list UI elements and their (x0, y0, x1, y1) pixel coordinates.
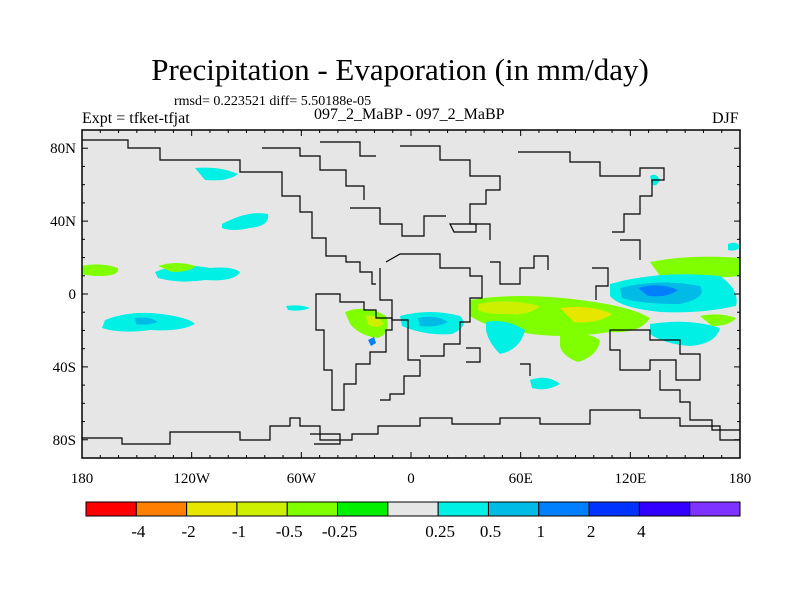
experiment-label: Expt = tfket-tfjat (82, 110, 190, 127)
coastlines (82, 139, 740, 445)
chart-title: Precipitation - Evaporation (in mm/day) (151, 52, 649, 87)
field-africa-blue (418, 316, 448, 327)
colorbar-label: -4 (131, 522, 146, 541)
colorbar-label: -0.25 (322, 522, 357, 541)
colorbar-label: -2 (182, 522, 196, 541)
stats-subtitle: rmsd= 0.223521 diff= 5.50188e-05 (174, 94, 372, 109)
colorbar-label: 0.5 (480, 522, 501, 541)
field-south-america-green (345, 308, 388, 338)
field-indian-yellow (478, 301, 540, 315)
colorbar-swatch (588, 501, 640, 517)
y-tick-label: 40N (50, 214, 76, 230)
x-tick-label: 60W (287, 471, 317, 487)
y-tick-label: 80N (50, 141, 76, 157)
colorbar-swatch (387, 501, 439, 517)
colorbar-swatch (85, 501, 137, 517)
field-indian-south-green (560, 333, 600, 362)
field-wpac-green (650, 256, 740, 278)
field-indian-yellow2 (560, 306, 612, 323)
field-east-cyan (728, 242, 740, 251)
field-south-america-yellow (366, 315, 384, 327)
x-tick-label: 180 (729, 471, 752, 487)
colorbar-swatch (487, 501, 540, 517)
y-tick-label: 40S (53, 360, 76, 376)
colorbar-swatch (689, 501, 741, 517)
field-north-pacific-cyan (222, 213, 269, 230)
colorbar-swatch (135, 501, 188, 517)
axis-ticks (81, 129, 741, 459)
colorbar-label: -0.5 (276, 522, 303, 541)
colorbar-swatch (186, 501, 238, 517)
colorbar-swatch (236, 501, 288, 517)
field-pacific-north-green (82, 264, 119, 276)
colorbar-swatch (538, 501, 590, 517)
colorbar-swatch (286, 501, 339, 517)
colorbar-label: 4 (637, 522, 646, 541)
x-tick-label: 60E (509, 471, 533, 487)
field-indian-cyan2 (530, 377, 560, 390)
field-wpac-blue (638, 285, 678, 297)
colorbar-swatch (337, 501, 389, 517)
x-tick-label: 120E (614, 471, 646, 487)
colorbar-swatch (638, 501, 691, 517)
colorbar: -4 -2 -1 -0.5 -0.25 0.25 0.5 1 2 4 (85, 501, 741, 541)
field-wpac-south-green (700, 314, 736, 326)
colorbar-label: 1 (537, 522, 546, 541)
colorbar-label: 2 (587, 522, 596, 541)
y-tick-label: 80S (53, 433, 76, 449)
x-tick-label: 0 (407, 471, 415, 487)
season-label: DJF (712, 110, 739, 127)
colorbar-swatch (437, 501, 489, 517)
colorbar-label: 0.25 (425, 522, 455, 541)
field-north-pacific-cyan2 (195, 167, 238, 181)
field-indian-cyan (486, 321, 525, 354)
field-spcz-blue (135, 317, 158, 325)
x-tick-label: 180 (71, 471, 94, 487)
y-tick-label: 0 (69, 287, 77, 303)
experiment-names: 097_2_MaBP - 097_2_MaBP (314, 106, 505, 123)
x-tick-label: 120W (173, 471, 211, 487)
field-atlantic-blue (368, 337, 376, 346)
axis-tick-labels: 180 120W 60W 0 60E 120E 180 80N 40N 0 40S 80S (50, 141, 751, 487)
field-pacific-north-green2 (158, 263, 196, 272)
field-atlantic-cyan (286, 305, 310, 311)
colorbar-label: -1 (232, 522, 246, 541)
anomaly-fields (82, 167, 740, 390)
